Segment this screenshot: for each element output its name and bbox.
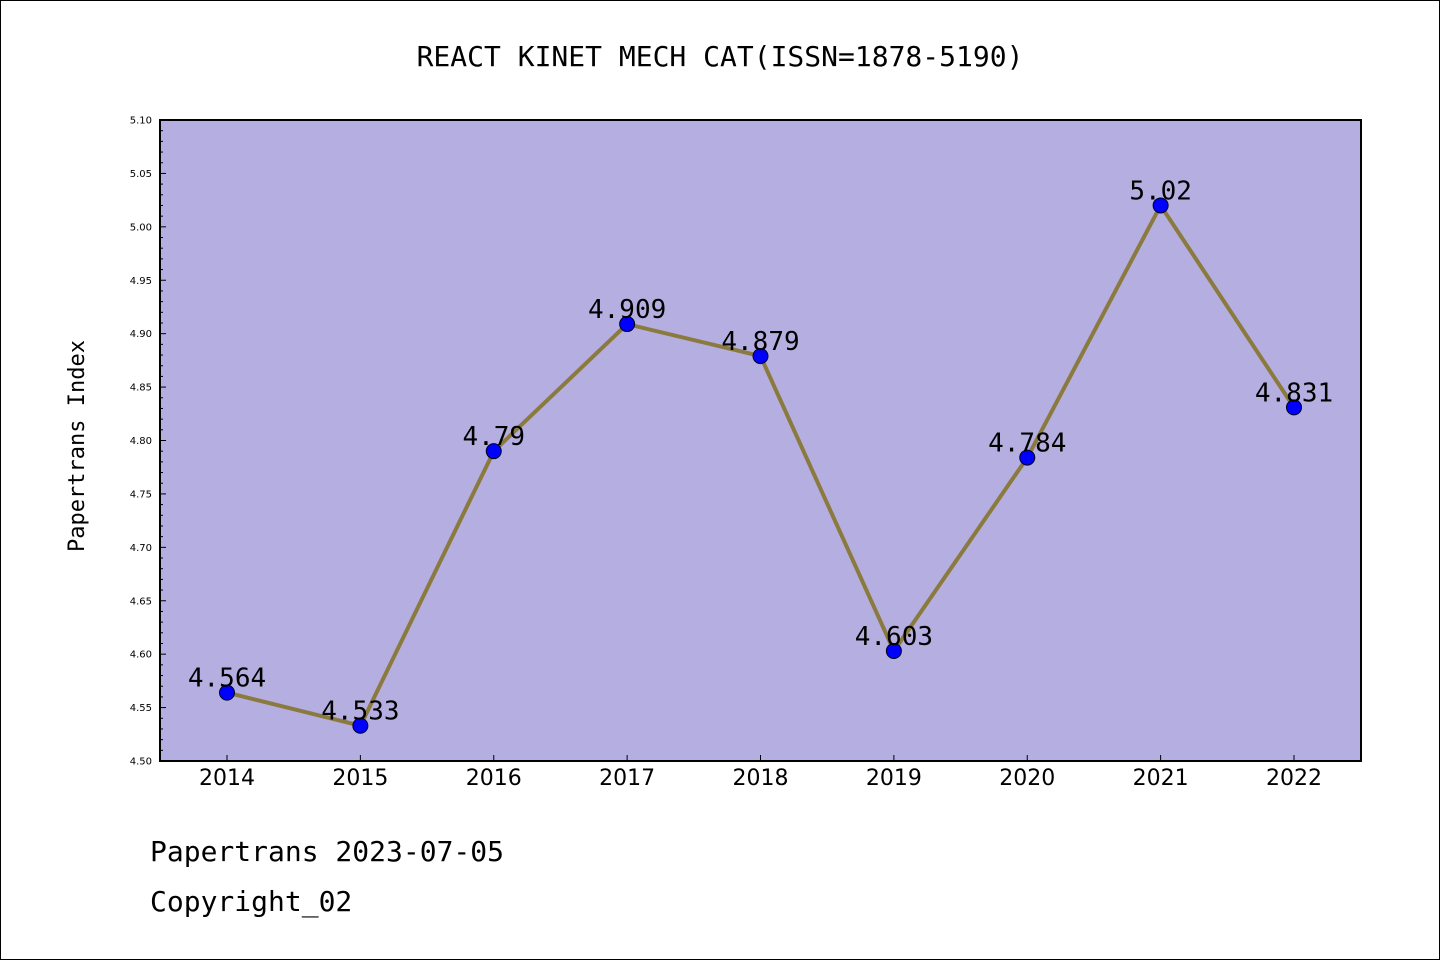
x-tick-label: 2022 [1266,766,1322,791]
y-tick-label: 5.00 [130,222,152,233]
y-tick-label: 4.55 [130,703,152,714]
data-point [1019,449,1036,466]
data-label: 4.564 [188,664,266,694]
y-tick-label: 4.60 [130,650,152,661]
data-point [219,684,235,701]
y-axis: 4.50 4.55 4.60 4.65 4.70 4.75 4.80 4.85 4.90 4.95… [130,116,166,768]
footer-copyright: Copyright_02 [150,885,353,918]
x-tick-label: 2016 [466,766,522,791]
data-label: 4.831 [1255,378,1333,408]
y-tick-label: 4.70 [130,543,152,554]
x-tick-label: 2020 [999,766,1055,791]
y-tick-label: 4.95 [130,276,152,287]
data-label: 4.533 [321,697,399,727]
data-label: 4.879 [721,327,799,357]
series-papertrans-index [219,197,1302,734]
footer-date: Papertrans 2023-07-05 [150,835,505,868]
data-point [752,348,769,365]
x-tick-label: 2014 [199,766,255,791]
y-tick-label: 4.65 [130,596,152,607]
plot-area [159,119,1362,762]
y-axis-label: Papertrans Index [65,340,90,552]
y-tick-label: 4.80 [130,436,152,447]
data-point [1286,399,1302,416]
y-tick-label: 5.10 [130,116,152,127]
y-tick-label: 4.75 [130,489,152,500]
y-tick-label: 4.85 [130,383,152,394]
x-tick-label: 2017 [599,766,655,791]
data-label: 4.784 [988,429,1066,459]
x-tick-label: 2015 [332,766,388,791]
data-point [619,316,636,333]
x-axis: 2014 2015 2016 2017 2018 2019 2020 2021 2022 [199,755,1322,791]
data-label: 4.79 [462,422,525,452]
data-labels: 4.564 4.533 4.79 4.909 4.879 4.603 4.784 5.02 4.… [188,176,1333,726]
x-tick-label: 2018 [733,766,789,791]
data-point [1152,197,1169,214]
y-tick-label: 4.90 [130,329,152,340]
y-tick-label: 4.50 [130,757,152,768]
data-point [352,717,369,734]
data-label: 4.603 [855,622,933,652]
data-label: 4.909 [588,295,666,325]
chart-title: REACT KINET MECH CAT(ISSN=1878-5190) [417,40,1024,73]
data-label: 5.02 [1129,176,1192,206]
y-tick-label: 5.05 [130,169,152,180]
data-point [885,642,902,659]
x-tick-label: 2021 [1133,766,1189,791]
x-tick-label: 2019 [866,766,922,791]
data-point [485,443,502,460]
